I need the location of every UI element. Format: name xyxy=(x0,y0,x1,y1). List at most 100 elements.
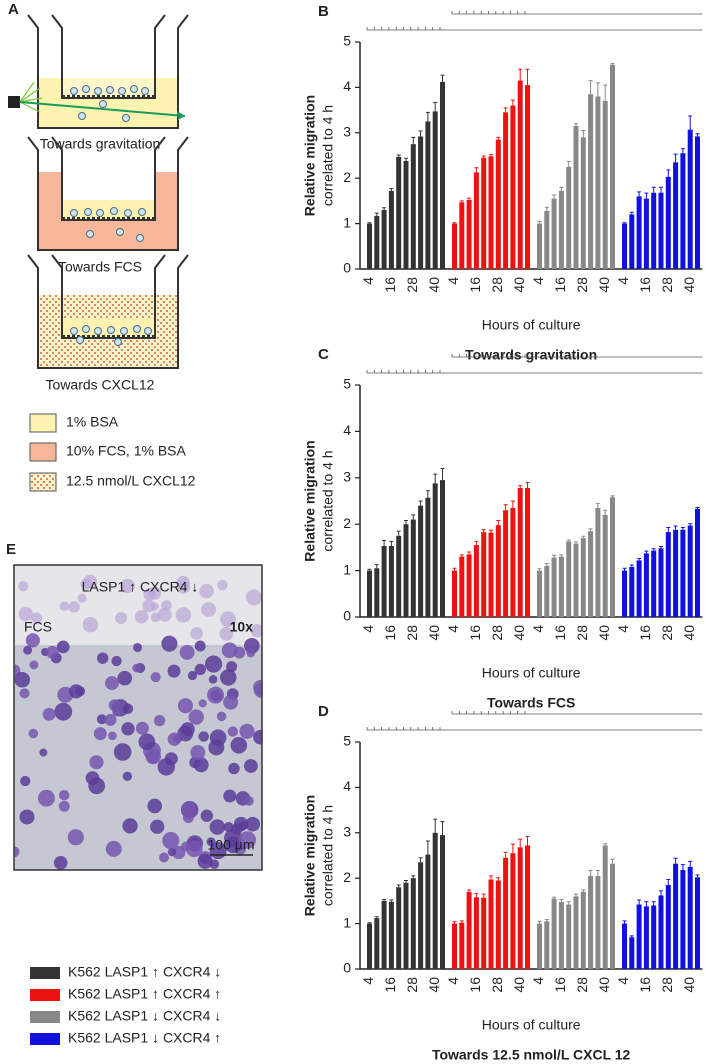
cell xyxy=(25,633,40,648)
x-tick-label: 40 xyxy=(511,625,527,641)
error-bar xyxy=(474,893,479,898)
error-bar xyxy=(525,835,530,846)
y-tick-label: 1 xyxy=(343,214,351,230)
x-tick-label: 28 xyxy=(404,625,420,641)
error-bar xyxy=(418,857,423,863)
x-tick-label: 16 xyxy=(637,977,653,993)
bar xyxy=(566,904,572,969)
error-bar xyxy=(396,154,401,157)
cell xyxy=(29,660,39,670)
error-bar xyxy=(510,843,515,854)
magnification: 10x xyxy=(230,619,254,635)
error-bar xyxy=(489,529,493,533)
error-bar xyxy=(425,111,430,122)
x-tick-label: 40 xyxy=(596,625,612,641)
cell xyxy=(147,798,163,814)
error-bar xyxy=(425,490,430,498)
bar xyxy=(410,144,416,269)
cell xyxy=(179,644,195,660)
x-tick-label: 28 xyxy=(574,625,590,641)
bar xyxy=(566,166,572,269)
cell xyxy=(220,611,236,628)
x-tick-label: 28 xyxy=(489,625,505,641)
bar xyxy=(388,190,394,269)
y-tick-label: 1 xyxy=(343,561,351,577)
cell xyxy=(150,612,161,623)
bar xyxy=(622,923,627,969)
x-axis-label: Hours of culture xyxy=(482,317,581,333)
bar xyxy=(558,901,564,969)
bar xyxy=(503,112,509,270)
cell xyxy=(253,680,262,695)
bar xyxy=(636,196,642,269)
y-tick-label: 2 xyxy=(343,515,351,531)
cell xyxy=(239,723,255,739)
error-bar xyxy=(510,500,515,508)
bar xyxy=(695,877,700,969)
bar xyxy=(403,882,409,969)
bar xyxy=(665,532,671,617)
cell xyxy=(204,655,223,673)
bar xyxy=(425,121,431,269)
x-tick-label: 40 xyxy=(426,625,442,641)
x-tick-label: 4 xyxy=(615,977,631,985)
bar xyxy=(503,510,509,617)
x-axis-label: Hours of culture xyxy=(482,665,581,681)
bar xyxy=(488,532,494,617)
x-tick-label: 4 xyxy=(615,277,631,285)
cell xyxy=(113,743,132,761)
error-bar xyxy=(452,567,457,571)
bar xyxy=(643,198,649,269)
cell xyxy=(105,840,122,857)
scale-bar-label: 100 µm xyxy=(208,837,255,853)
error-bar xyxy=(559,899,564,902)
bar xyxy=(673,162,679,269)
bar xyxy=(517,488,523,617)
error-bar xyxy=(552,896,557,899)
bar xyxy=(551,898,557,969)
error-bar xyxy=(433,473,438,484)
error-bar xyxy=(644,192,649,199)
bar xyxy=(367,223,372,269)
error-bar xyxy=(496,877,501,881)
y-axis-label: Relative migration xyxy=(302,795,318,916)
cell xyxy=(19,809,35,825)
cell xyxy=(187,670,198,681)
cell xyxy=(89,755,104,770)
bar xyxy=(566,541,572,617)
cell xyxy=(132,642,143,653)
error-bar xyxy=(666,526,671,533)
error-bar xyxy=(374,916,379,919)
cell xyxy=(194,640,206,652)
error-bar xyxy=(566,539,571,542)
x-tick-label: 40 xyxy=(511,277,527,293)
bar xyxy=(440,480,445,617)
bar xyxy=(396,887,402,969)
bar xyxy=(588,531,594,617)
cell xyxy=(14,671,31,688)
bar xyxy=(525,488,530,617)
bar xyxy=(425,854,431,969)
bar xyxy=(440,835,445,969)
y-tick-label: 1 xyxy=(343,914,351,930)
error-bar xyxy=(622,567,627,571)
error-bar xyxy=(610,858,615,864)
cell xyxy=(188,709,204,725)
error-bar xyxy=(396,884,401,888)
cell xyxy=(230,736,248,754)
cell xyxy=(148,586,162,600)
bar xyxy=(643,553,649,617)
cell xyxy=(161,635,178,652)
bar xyxy=(636,560,642,617)
x-tick-label: 4 xyxy=(360,625,376,633)
legend-label: 12.5 nmol/L CXCL12 xyxy=(66,473,196,489)
cell xyxy=(177,698,194,714)
cell xyxy=(157,758,175,776)
bar xyxy=(374,215,380,269)
x-tick-label: 16 xyxy=(382,277,398,293)
error-bar xyxy=(389,540,394,547)
cell xyxy=(121,722,135,736)
error-bar xyxy=(610,62,615,65)
bar xyxy=(466,891,472,969)
legend-swatch xyxy=(30,967,60,979)
